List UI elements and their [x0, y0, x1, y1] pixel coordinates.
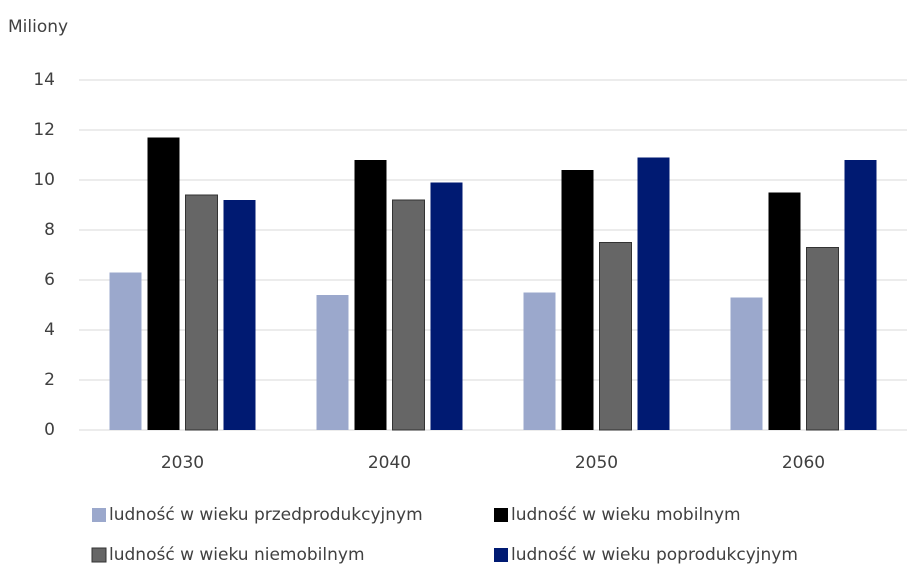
bar: [316, 295, 349, 430]
legend-label: ludność w wieku niemobilnym: [109, 545, 365, 565]
bar: [354, 160, 387, 430]
y-tick-label: 2: [44, 370, 55, 390]
bar: [768, 192, 801, 430]
y-tick-label: 8: [44, 220, 55, 240]
y-tick-label: 4: [44, 320, 55, 340]
legend-label: ludność w wieku mobilnym: [511, 505, 741, 525]
legend-swatch: [92, 508, 106, 522]
legend-swatch: [494, 548, 508, 562]
bar: [392, 199, 425, 431]
legend-swatch: [91, 547, 107, 563]
y-tick-label: 0: [44, 420, 55, 440]
y-tick-label: 6: [44, 270, 55, 290]
x-tick-label: 2060: [782, 453, 825, 473]
y-tick-label: 14: [33, 70, 55, 90]
x-tick-label: 2030: [161, 453, 204, 473]
bar: [109, 272, 142, 430]
bar: [185, 194, 218, 431]
x-tick-label: 2050: [575, 453, 618, 473]
x-tick-label: 2040: [368, 453, 411, 473]
bar: [223, 200, 256, 430]
bar: [523, 292, 556, 430]
y-tick-label: 10: [33, 170, 55, 190]
bar: [844, 160, 877, 430]
y-axis-label: Miliony: [8, 17, 68, 37]
legend-swatch: [494, 508, 508, 522]
bar: [806, 247, 839, 431]
legend-label: ludność w wieku przedprodukcyjnym: [109, 505, 423, 525]
bar: [637, 157, 670, 430]
y-tick-label: 12: [33, 120, 55, 140]
bar: [599, 242, 632, 431]
bar: [430, 182, 463, 430]
bar: [730, 297, 763, 430]
bar: [147, 137, 180, 430]
bar: [561, 170, 594, 430]
legend-label: ludność w wieku poprodukcyjnym: [511, 545, 798, 565]
